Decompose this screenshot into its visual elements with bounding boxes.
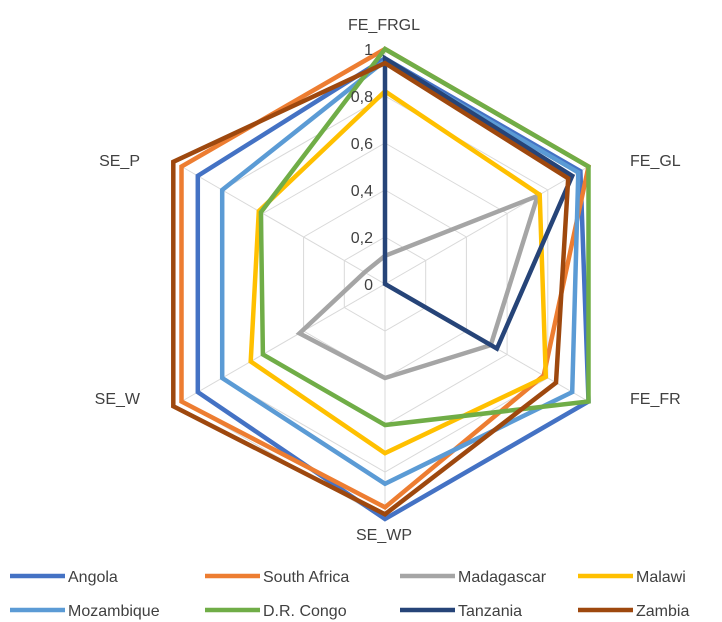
legend-item-zambia: Zambia xyxy=(578,603,689,620)
series-mozambique xyxy=(219,58,581,487)
legend-label: South Africa xyxy=(263,569,349,586)
legend-label: Mozambique xyxy=(68,603,160,620)
axis-label-fe-fr: FE_FR xyxy=(630,391,681,408)
legend: Angola South Africa Madagascar Malawi Mozamb… xyxy=(10,569,689,620)
grid-spoke-fe-gl xyxy=(384,166,589,285)
axis-label-se-w: SE_W xyxy=(95,391,141,408)
legend-label: Zambia xyxy=(636,603,689,620)
legend-label: Angola xyxy=(68,569,118,586)
series-tanzania xyxy=(382,54,576,352)
legend-item-mozambique: Mozambique xyxy=(10,603,160,620)
radar-series xyxy=(171,46,592,522)
tick-label: 0,6 xyxy=(351,136,373,153)
legend-label: Malawi xyxy=(636,569,686,586)
tick-label: 0 xyxy=(364,277,373,294)
legend-label: D.R. Congo xyxy=(263,603,347,620)
tick-label: 0,4 xyxy=(351,183,373,200)
legend-item-south-africa: South Africa xyxy=(205,569,349,586)
series-madagascar xyxy=(295,192,542,381)
axis-label-fe-gl: FE_GL xyxy=(630,153,681,170)
series-zambia xyxy=(171,60,571,517)
axis-label-fe-frgl: FE_FRGL xyxy=(348,17,420,34)
legend-item-malawi: Malawi xyxy=(578,569,686,586)
axis-label-se-wp: SE_WP xyxy=(356,527,412,544)
series-malawi xyxy=(248,88,549,456)
legend-item-madagascar: Madagascar xyxy=(400,569,547,586)
legend-label: Tanzania xyxy=(458,603,522,620)
legend-item-angola: Angola xyxy=(10,569,118,586)
legend-item-d-r-congo: D.R. Congo xyxy=(205,603,347,620)
legend-item-tanzania: Tanzania xyxy=(400,603,522,620)
axis-labels: FE_FRGL FE_GL FE_FR SE_WP SE_W SE_P xyxy=(95,17,681,544)
tick-label: 0,8 xyxy=(351,89,373,106)
legend-label: Madagascar xyxy=(458,569,547,586)
tick-label: 1 xyxy=(364,42,373,59)
grid-spoke-se-w xyxy=(181,283,386,402)
axis-label-se-p: SE_P xyxy=(99,153,140,170)
grid-spoke-se-p xyxy=(181,166,386,285)
tick-label: 0,2 xyxy=(351,230,373,247)
series-d-r-congo xyxy=(258,46,591,428)
radial-tick-labels: 0 0,2 0,4 0,6 0,8 1 xyxy=(351,42,373,294)
